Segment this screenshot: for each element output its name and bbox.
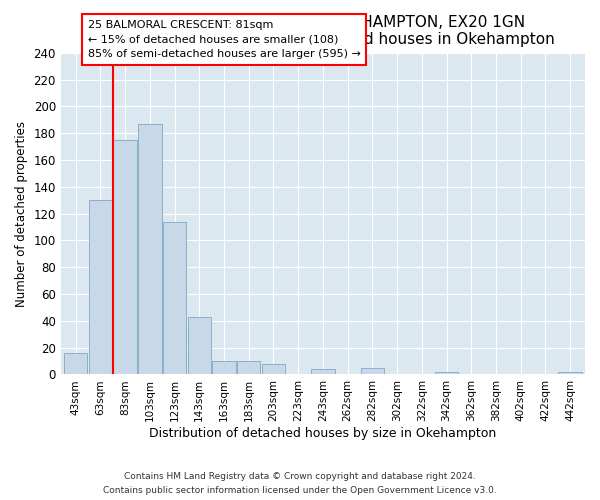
Bar xyxy=(188,317,211,374)
Bar xyxy=(212,361,236,374)
Y-axis label: Number of detached properties: Number of detached properties xyxy=(15,120,28,306)
X-axis label: Distribution of detached houses by size in Okehampton: Distribution of detached houses by size … xyxy=(149,427,497,440)
Bar xyxy=(163,222,186,374)
Text: Contains HM Land Registry data © Crown copyright and database right 2024.
Contai: Contains HM Land Registry data © Crown c… xyxy=(103,472,497,495)
Bar xyxy=(64,353,88,374)
Bar xyxy=(435,372,458,374)
Bar xyxy=(89,200,112,374)
Bar xyxy=(559,372,582,374)
Text: 25 BALMORAL CRESCENT: 81sqm
← 15% of detached houses are smaller (108)
85% of se: 25 BALMORAL CRESCENT: 81sqm ← 15% of det… xyxy=(88,20,361,59)
Title: 25, BALMORAL CRESCENT, OKEHAMPTON, EX20 1GN
Size of property relative to detache: 25, BALMORAL CRESCENT, OKEHAMPTON, EX20 … xyxy=(92,15,554,48)
Bar xyxy=(237,361,260,374)
Bar xyxy=(138,124,161,374)
Bar xyxy=(262,364,285,374)
Bar xyxy=(311,369,335,374)
Bar xyxy=(361,368,384,374)
Bar xyxy=(113,140,137,374)
